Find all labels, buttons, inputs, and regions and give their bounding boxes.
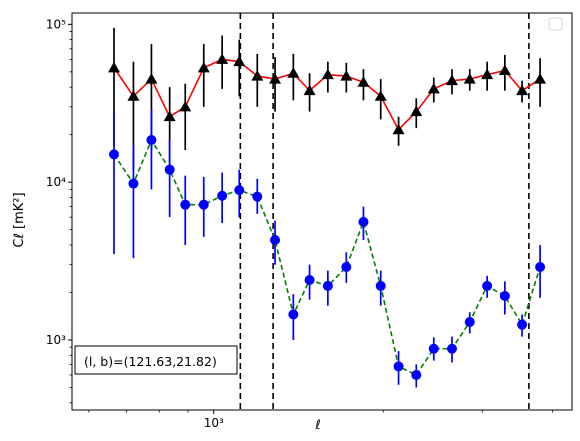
axes-frame bbox=[71, 12, 573, 411]
data-point-circle bbox=[446, 343, 457, 354]
data-point-triangle bbox=[498, 64, 511, 75]
annotation-text: (l, b)=(121.63,21.82) bbox=[84, 354, 217, 369]
data-point-circle bbox=[499, 290, 510, 301]
data-point-triangle bbox=[127, 90, 140, 101]
data-point-circle bbox=[252, 191, 263, 202]
data-point-triangle bbox=[427, 82, 440, 94]
data-point-triangle bbox=[410, 105, 423, 117]
data-point-triangle bbox=[340, 70, 353, 81]
data-point-circle bbox=[322, 280, 333, 291]
data-layer bbox=[108, 13, 547, 410]
data-point-triangle bbox=[233, 55, 246, 67]
data-point-triangle bbox=[463, 73, 476, 84]
data-point-circle bbox=[164, 164, 175, 175]
data-point-triangle bbox=[392, 123, 405, 135]
data-point-triangle bbox=[216, 53, 229, 64]
data-point-triangle bbox=[145, 73, 158, 84]
data-point-circle bbox=[464, 316, 475, 327]
data-point-circle bbox=[428, 343, 439, 354]
annotation-box: (l, b)=(121.63,21.82) bbox=[74, 345, 238, 375]
data-point-triangle bbox=[287, 67, 300, 78]
data-point-circle bbox=[217, 190, 228, 201]
data-point-triangle bbox=[179, 100, 192, 112]
data-point-circle bbox=[375, 280, 386, 291]
data-point-triangle bbox=[303, 84, 316, 96]
data-point-triangle bbox=[534, 73, 547, 84]
data-point-circle bbox=[109, 149, 120, 160]
data-point-triangle bbox=[269, 73, 282, 84]
data-point-circle bbox=[304, 274, 315, 285]
data-point-circle bbox=[288, 309, 299, 320]
data-point-circle bbox=[482, 280, 493, 291]
y-tick-label: 10⁴ bbox=[46, 175, 66, 189]
data-point-circle bbox=[358, 216, 369, 227]
data-point-circle bbox=[146, 134, 157, 145]
data-point-circle bbox=[270, 235, 281, 246]
y-tick-label: 10³ bbox=[46, 333, 66, 347]
data-point-circle bbox=[411, 369, 422, 380]
x-axis-label: ℓ bbox=[314, 418, 320, 433]
data-point-triangle bbox=[163, 110, 176, 122]
plot-area bbox=[108, 13, 547, 410]
data-point-circle bbox=[341, 262, 352, 273]
data-point-triangle bbox=[197, 61, 210, 73]
data-point-triangle bbox=[251, 70, 264, 81]
data-point-triangle bbox=[108, 61, 121, 73]
legend bbox=[548, 17, 563, 31]
data-point-circle bbox=[234, 185, 245, 196]
data-point-triangle bbox=[321, 68, 334, 80]
data-point-circle bbox=[535, 262, 546, 273]
y-tick-label: 10⁵ bbox=[46, 17, 66, 31]
data-point-triangle bbox=[374, 90, 387, 101]
data-point-circle bbox=[517, 319, 528, 330]
data-point-circle bbox=[393, 361, 404, 372]
data-point-circle bbox=[198, 199, 209, 210]
data-point-circle bbox=[180, 199, 191, 210]
data-point-triangle bbox=[445, 74, 458, 86]
data-point-triangle bbox=[357, 76, 370, 87]
data-point-circle bbox=[128, 178, 139, 189]
data-point-triangle bbox=[481, 68, 494, 80]
data-point-triangle bbox=[516, 84, 529, 96]
y-axis-label: Cℓ [mK²] bbox=[12, 192, 27, 247]
x-tick-label: 10³ bbox=[204, 416, 224, 430]
axis-ticks: 10³ 10⁴ 10⁵ 10³ bbox=[46, 17, 554, 430]
